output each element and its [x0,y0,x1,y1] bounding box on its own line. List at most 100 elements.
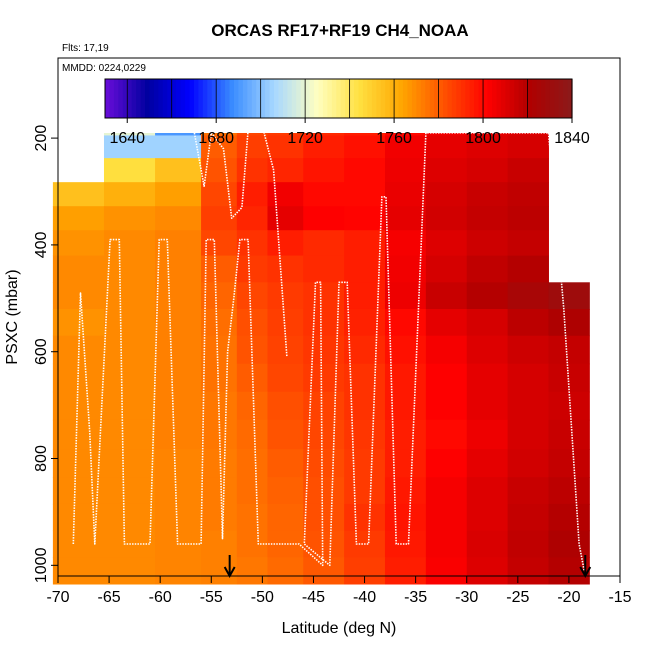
heatmap-cell [384,255,427,283]
heatmap-cell [344,135,386,159]
heatmap-cell [303,255,345,283]
heatmap-cell [52,530,105,558]
heatmap-cell [507,308,549,337]
heatmap-cell [155,308,202,337]
heatmap-cell [384,391,427,421]
heatmap-cell [267,230,304,257]
colorbar-swatch [340,79,346,118]
heatmap-cell [103,308,156,337]
colorbar-swatch [176,79,182,118]
colorbar-swatch [385,79,391,118]
heatmap-cell [155,557,202,585]
colorbar-swatch [447,79,453,118]
heatmap-cell [303,282,345,310]
colorbar-swatch [563,79,569,118]
colorbar-swatch [265,79,271,118]
x-tick-label: -60 [149,589,172,606]
heatmap-cell [548,308,590,337]
colorbar-swatch [536,79,542,118]
heatmap-cell [201,255,238,283]
heatmap-cell [507,182,549,207]
heatmap-cell [236,230,268,257]
colorbar-swatch [438,79,444,118]
heatmap-cell [236,158,268,183]
heatmap-cell [52,419,105,450]
heatmap-cell [507,557,549,585]
heatmap-cell [201,557,238,585]
heatmap-cell [507,282,549,310]
colorbar-swatch [122,79,128,118]
heatmap-cell [303,477,345,505]
heatmap-cell [548,419,590,450]
heatmap-cell [384,557,427,585]
heatmap-cell [267,503,304,532]
heatmap-cell [303,419,345,450]
flights-label: Flts: 17,19 [62,43,109,54]
colorbar-swatch [558,79,564,118]
heatmap-cell [548,477,590,505]
heatmap-cell [236,449,268,478]
heatmap-cell [267,206,304,231]
heatmap-cell [425,206,468,231]
colorbar-swatch [287,79,293,118]
heatmap-cell [103,477,156,505]
heatmap-cell [303,206,345,231]
heatmap-cell [344,419,386,450]
heatmap-cell [466,230,509,257]
flight-track-upper-line [104,124,288,358]
colorbar-swatch [327,79,333,118]
x-tick-label: -50 [251,589,274,606]
heatmap-cell [103,255,156,283]
heatmap-cell [103,182,156,207]
heatmap-cell [267,449,304,478]
heatmap-cell [236,391,268,421]
heatmap-cell [52,206,105,231]
colorbar-swatch [554,79,560,118]
heatmap-cell [344,477,386,505]
heatmap-cell [384,449,427,478]
colorbar-swatch [105,79,111,118]
heatmap-cell [155,477,202,505]
colorbar-swatch [407,79,413,118]
colorbar-swatch [336,79,342,118]
heatmap-cell [548,503,590,532]
heatmap-cell [303,230,345,257]
heatmap-cell [507,419,549,450]
colorbar-swatch [460,79,466,118]
colorbar-swatch [233,79,240,118]
heatmap-cell [344,503,386,532]
y-tick-label: 800 [33,445,50,472]
heatmap-cell [466,308,509,337]
colorbar-swatch [238,79,244,118]
heatmap-cell [201,503,238,532]
heatmap-cell [466,282,509,310]
colorbar-swatch [322,79,328,118]
heatmap-cell [155,391,202,421]
colorbar-swatch [469,79,475,118]
colorbar-swatch [429,79,435,118]
flight-track-line [72,132,585,571]
heatmap-cell [507,335,549,365]
heatmap-cell [103,206,156,231]
heatmap-cell [548,282,590,310]
heatmap-cell [201,182,238,207]
heatmap-cell [507,158,549,183]
colorbar-swatch [309,79,315,118]
x-tick-label: -40 [353,589,376,606]
colorbar-swatch [443,79,449,118]
heatmap-cell [267,557,304,585]
heatmap-cell [236,419,268,450]
heatmap-cell [155,419,202,450]
heatmap-cell [52,391,105,421]
colorbar-swatch [505,79,511,118]
heatmap-cell [155,282,202,310]
colorbar-tick-label: 1640 [109,130,145,147]
heatmap-cell [267,282,304,310]
colorbar-swatch [207,79,213,118]
heatmap-cell [236,477,268,505]
heatmap-cell [384,308,427,337]
heatmap-cell [344,391,386,421]
heatmap-cell [303,363,345,393]
colorbar-swatch [362,79,369,118]
colorbar-swatch [514,79,520,118]
